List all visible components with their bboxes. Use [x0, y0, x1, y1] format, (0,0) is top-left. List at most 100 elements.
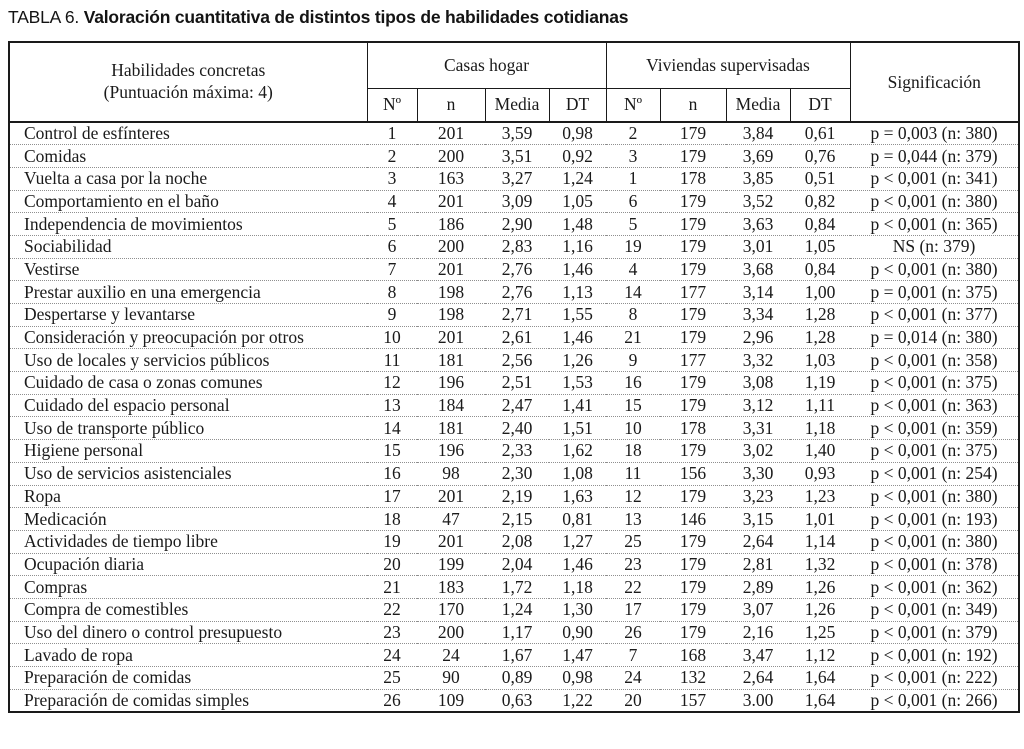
ch-dt-cell: 1,24: [549, 167, 606, 191]
skill-name-cell: Medicación: [9, 507, 367, 531]
vs-n-cell: 179: [660, 553, 726, 577]
ch-dt-cell: 0,98: [549, 122, 606, 146]
ch-n-cell: 196: [417, 439, 485, 463]
skill-name-cell: Prestar auxilio en una emergencia: [9, 280, 367, 304]
skill-name-cell: Higiene personal: [9, 439, 367, 463]
ch-media-cell: 3,51: [485, 144, 549, 168]
vs-n-cell: 179: [660, 439, 726, 463]
ch-media-cell: 1,72: [485, 575, 549, 599]
ch-n-cell: 90: [417, 666, 485, 690]
ch-n-cell: 98: [417, 462, 485, 486]
ch-no-cell: 6: [367, 235, 417, 259]
skill-name-cell: Vestirse: [9, 258, 367, 282]
vs-n-cell: 177: [660, 280, 726, 304]
significance-cell: p < 0,001 (n: 193): [850, 507, 1020, 531]
vs-dt-cell: 1,01: [790, 507, 851, 531]
vs-n-cell: 178: [660, 167, 726, 191]
vs-dt-cell: 0,61: [790, 122, 851, 146]
ch-media-cell: 2,47: [485, 394, 549, 418]
significance-cell: p < 0,001 (n: 222): [850, 666, 1020, 690]
vs-n-cell: 179: [660, 235, 726, 259]
vs-no-cell: 1: [606, 167, 660, 191]
ch-media-cell: 2,04: [485, 553, 549, 577]
significance-cell: p < 0,001 (n: 359): [850, 416, 1020, 441]
ch-n-cell: 24: [417, 643, 485, 667]
ch-no-cell: 8: [367, 280, 417, 304]
skill-name-cell: Actividades de tiempo libre: [9, 530, 367, 554]
vs-media-cell: 3,68: [726, 258, 790, 282]
vs-media-cell: 3,52: [726, 190, 790, 214]
ch-no-cell: 23: [367, 621, 417, 645]
vs-dt-cell: 1,11: [790, 394, 851, 418]
ch-n-cell: 170: [417, 598, 485, 622]
ch-dt-cell: 1,16: [549, 235, 606, 259]
significance-cell: p < 0,001 (n: 375): [850, 371, 1020, 395]
vs-no-cell: 25: [606, 530, 660, 554]
skill-name-cell: Cuidado del espacio personal: [9, 394, 367, 418]
ch-no-cell: 9: [367, 303, 417, 327]
ch-n-cell: 201: [417, 258, 485, 282]
skill-name-cell: Independencia de movimientos: [9, 212, 367, 236]
column-header-skills: Habilidades concretas (Puntuación máxima…: [8, 41, 368, 123]
skill-name-cell: Cuidado de casa o zonas comunes: [9, 371, 367, 395]
vs-media-cell: 3,84: [726, 122, 790, 146]
significance-cell: p = 0,001 (n: 375): [850, 280, 1020, 304]
ch-media-cell: 2,90: [485, 212, 549, 236]
table-row: Lavado de ropa 24 24 1,67 1,47 7 168 3,47 1,12 p …: [9, 643, 1020, 667]
significance-cell: p < 0,001 (n: 379): [850, 621, 1020, 645]
table-row: Cuidado del espacio personal 13 184 2,47 1,4…: [9, 394, 1020, 418]
vs-media-cell: 2,89: [726, 575, 790, 599]
vs-no-cell: 21: [606, 326, 660, 350]
ch-media-cell: 2,76: [485, 280, 549, 304]
ch-no-cell: 26: [367, 689, 417, 713]
ch-media-cell: 2,71: [485, 303, 549, 327]
ch-n-cell: 109: [417, 689, 485, 713]
vs-n-cell: 179: [660, 326, 726, 350]
skill-name-cell: Ocupación diaria: [9, 553, 367, 577]
vs-media-cell: 3,08: [726, 371, 790, 395]
ch-n-cell: 200: [417, 621, 485, 645]
skill-name-cell: Comidas: [9, 144, 367, 168]
ch-no-cell: 2: [367, 144, 417, 168]
table-row: Ocupación diaria 20 199 2,04 1,46 23 179 2,81 1,…: [9, 553, 1020, 577]
vs-n-cell: 179: [660, 485, 726, 509]
vs-n-cell: 177: [660, 348, 726, 373]
ch-no-cell: 21: [367, 575, 417, 599]
vs-n-cell: 179: [660, 190, 726, 214]
significance-cell: p < 0,001 (n: 375): [850, 439, 1020, 463]
ch-n-cell: 184: [417, 394, 485, 418]
column-header-vs-n: n: [659, 87, 727, 123]
skill-name-cell: Sociabilidad: [9, 235, 367, 259]
ch-n-cell: 199: [417, 553, 485, 577]
column-header-skills-line1: Habilidades concretas: [111, 60, 266, 81]
vs-dt-cell: 1,64: [790, 666, 851, 690]
significance-cell: p < 0,001 (n: 341): [850, 167, 1020, 191]
ch-media-cell: 2,56: [485, 348, 549, 373]
ch-dt-cell: 1,46: [549, 326, 606, 350]
table-row: Consideración y preocupación por otros 10…: [9, 326, 1020, 350]
skill-name-cell: Despertarse y levantarse: [9, 303, 367, 327]
significance-cell: p < 0,001 (n: 365): [850, 212, 1020, 236]
vs-dt-cell: 0,82: [790, 190, 851, 214]
ch-dt-cell: 1,30: [549, 598, 606, 622]
vs-n-cell: 179: [660, 212, 726, 236]
ch-media-cell: 2,08: [485, 530, 549, 554]
ch-dt-cell: 1,51: [549, 416, 606, 441]
table-row: Vestirse 7 201 2,76 1,46 4 179 3,68 0,84 p < 0,00…: [9, 258, 1020, 282]
vs-n-cell: 179: [660, 621, 726, 645]
column-group-viviendas-supervisadas: Viviendas supervisadas: [605, 41, 851, 89]
significance-cell: p = 0,044 (n: 379): [850, 144, 1020, 168]
vs-dt-cell: 1,12: [790, 643, 851, 667]
vs-media-cell: 2,64: [726, 666, 790, 690]
ch-dt-cell: 1,05: [549, 190, 606, 214]
vs-media-cell: 2,96: [726, 326, 790, 350]
significance-cell: NS (n: 379): [850, 235, 1020, 259]
vs-no-cell: 22: [606, 575, 660, 599]
ch-dt-cell: 1,63: [549, 485, 606, 509]
column-header-ch-n: n: [416, 87, 486, 123]
skill-name-cell: Uso de locales y servicios públicos: [9, 348, 367, 373]
table-row: Uso de servicios asistenciales 16 98 2,30 1,…: [9, 462, 1020, 486]
table-row: Higiene personal 15 196 2,33 1,62 18 179 3,02 1,…: [9, 439, 1020, 463]
vs-dt-cell: 0,84: [790, 212, 851, 236]
page-title: TABLA 6. Valoración cuantitativa de dist…: [8, 7, 629, 28]
